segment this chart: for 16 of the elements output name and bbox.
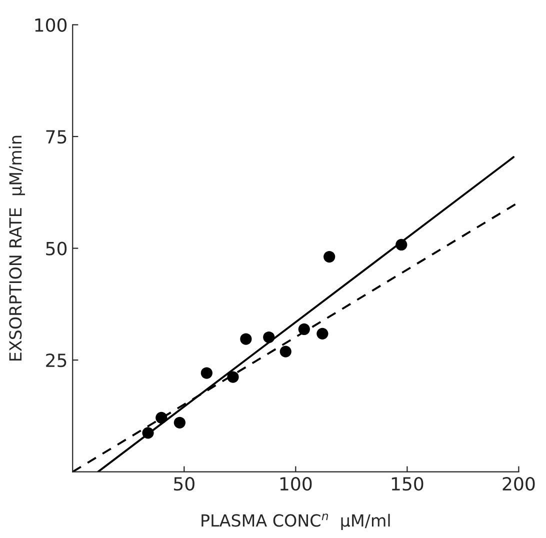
point <box>200 367 212 379</box>
x-tick-label: 150 <box>392 477 424 491</box>
point <box>280 346 292 358</box>
y-tick-label: 100 <box>35 18 67 32</box>
x-tick-label: 50 <box>174 477 194 491</box>
point <box>316 328 328 340</box>
point <box>324 250 336 263</box>
y-tick-label: 50 <box>46 242 67 256</box>
point <box>174 416 186 428</box>
x-axis-title: PLASMA CONC$^{n}$ μM/ml <box>202 514 390 530</box>
y-axis-title: EXSORPTION RATE μM/min <box>8 136 25 360</box>
x-tick-label: 100 <box>280 477 312 491</box>
x-tick-label: 200 <box>502 477 535 491</box>
y-tick-label: 75 <box>46 130 66 144</box>
y-tick-label: 25 <box>46 354 66 368</box>
point <box>240 333 252 345</box>
